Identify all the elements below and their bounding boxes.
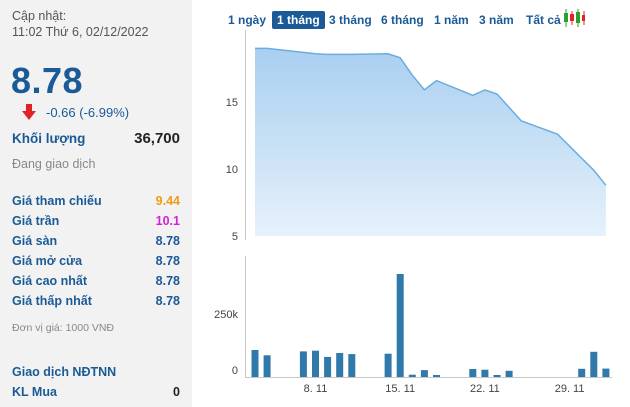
volume-bar: [384, 353, 392, 377]
foreign-buy-label: KL Mua: [12, 385, 57, 399]
foreign-buy-row: KL Mua 0: [12, 385, 180, 399]
stat-value: 8.78: [155, 274, 180, 288]
price-unit-note: Đơn vị giá: 1000 VNĐ: [12, 322, 115, 334]
volume-bar: [433, 375, 440, 377]
current-price: 8.78: [11, 60, 84, 101]
stat-label: Giá cao nhất: [12, 274, 88, 288]
volume-bar: [408, 374, 416, 377]
volume-bar: [505, 370, 513, 377]
volume-label: Khối lượng: [12, 131, 86, 146]
stat-label: Giá thấp nhất: [12, 294, 92, 308]
stat-row-reference: Giá tham chiếu 9.44: [12, 194, 180, 214]
stat-value: 8.78: [155, 254, 180, 268]
quote-panel: Cập nhật: 11:02 Thứ 6, 02/12/2022 8.78 -…: [0, 0, 192, 407]
foreign-buy-value: 0: [173, 385, 180, 399]
volume-bar: [602, 368, 610, 377]
candlestick-icon[interactable]: [562, 8, 586, 28]
date-x-tick: 8. 11: [304, 383, 328, 395]
price-area: [255, 48, 606, 237]
volume-bar: [312, 350, 319, 377]
volume-bar: [420, 370, 428, 377]
volume-y-tick: 250k: [214, 309, 238, 321]
volume-value: 36,700: [134, 130, 180, 147]
volume-bar: [251, 350, 259, 377]
tab-1-year[interactable]: 1 năm: [434, 13, 469, 27]
volume-bar: [396, 274, 404, 377]
tab-all[interactable]: Tất cả: [526, 13, 561, 27]
price-y-tick: 5: [232, 231, 238, 243]
stat-row-ceiling: Giá trần 10.1: [12, 214, 180, 234]
updated-label: Cập nhật:: [12, 9, 67, 23]
volume-y-tick: 0: [232, 365, 238, 377]
price-change-row: -0.66 (-6.99%): [22, 104, 129, 120]
stat-value: 10.1: [155, 214, 180, 228]
price-stats: Giá tham chiếu 9.44 Giá trần 10.1 Giá sà…: [12, 194, 180, 314]
price-change: -0.66 (-6.99%): [46, 104, 130, 120]
tab-1-month[interactable]: 1 tháng: [272, 11, 325, 29]
stat-label: Giá sàn: [12, 234, 58, 248]
volume-bar: [493, 375, 501, 377]
down-arrow-icon: [22, 104, 36, 120]
stat-row-high: Giá cao nhất 8.78: [12, 274, 180, 294]
tab-3-months[interactable]: 3 tháng: [329, 13, 372, 27]
volume-bar: [469, 369, 477, 377]
tab-6-months[interactable]: 6 tháng: [381, 13, 424, 27]
stat-row-open: Giá mở cửa 8.78: [12, 254, 180, 274]
date-x-tick: 15. 11: [385, 383, 415, 395]
stat-row-low: Giá thấp nhất 8.78: [12, 294, 180, 314]
price-line: [255, 47, 607, 186]
volume-row: Khối lượng 36,700: [12, 130, 180, 147]
updated-time: 11:02 Thứ 6, 02/12/2022: [12, 25, 149, 39]
stat-value: 8.78: [155, 234, 180, 248]
stat-value: 9.44: [155, 194, 180, 208]
tab-3-years[interactable]: 3 năm: [479, 13, 514, 27]
stat-value: 8.78: [155, 294, 180, 308]
volume-bar: [578, 368, 586, 377]
stat-row-floor: Giá sàn 8.78: [12, 234, 180, 254]
stat-label: Giá tham chiếu: [12, 194, 102, 208]
volume-bar: [263, 355, 271, 377]
price-y-tick: 10: [226, 164, 238, 176]
stat-label: Giá mở cửa: [12, 254, 83, 268]
date-x-tick: 29. 11: [555, 383, 585, 395]
volume-bar: [336, 353, 344, 377]
date-x-tick: 22. 11: [470, 383, 500, 395]
trading-status: Đang giao dịch: [12, 157, 96, 171]
volume-bar: [324, 356, 332, 377]
stat-label: Giá trần: [12, 214, 60, 228]
volume-bar: [348, 354, 356, 377]
volume-bar: [299, 351, 307, 377]
foreign-trading-title: Giao dịch NĐTNN: [12, 365, 117, 379]
volume-bar: [590, 351, 598, 377]
tab-1-day[interactable]: 1 ngày: [228, 13, 267, 27]
volume-bar: [481, 369, 489, 377]
price-y-tick: 15: [226, 97, 238, 109]
